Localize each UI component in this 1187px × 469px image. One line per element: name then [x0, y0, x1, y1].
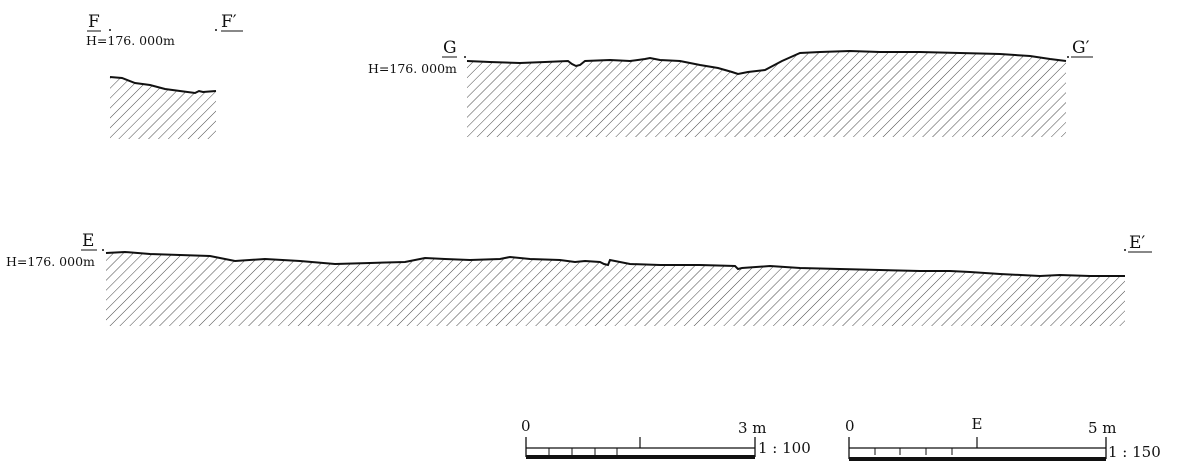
section-f-end-label: F′ — [221, 12, 237, 32]
section-f-ground-fill — [110, 77, 216, 139]
scale-bar-1-100-end-label: 3 m — [738, 419, 767, 437]
section-f-start-label: F — [88, 12, 100, 32]
section-e-start-label: E — [82, 231, 94, 251]
section-g-ground-fill — [467, 51, 1066, 137]
section-e-end-label: E′ — [1129, 233, 1145, 253]
section-g-start-label: G — [443, 38, 457, 58]
section-g: G H=176. 000m G′ — [368, 38, 1093, 137]
section-g-elevation: H=176. 000m — [368, 61, 457, 76]
scale-bar-1-150-mid-label: E — [972, 415, 983, 433]
section-f-start-point — [109, 29, 111, 31]
section-e: E H=176. 000m E′ — [6, 231, 1152, 326]
section-g-end-point — [1067, 56, 1069, 58]
section-f-elevation: H=176. 000m — [86, 33, 175, 48]
scale-bar-1-100-bar — [526, 455, 755, 459]
section-g-ground-line — [466, 49, 1067, 76]
section-f-ground-line — [109, 76, 217, 95]
scale-bar-1-150-start-label: 0 — [845, 417, 855, 435]
section-e-end-point — [1124, 249, 1126, 251]
scale-bar-1-100-ratio: 1 : 100 — [758, 439, 811, 457]
section-e-ground-line — [105, 250, 1125, 278]
section-f: F H=176. 000m F′ — [86, 12, 243, 139]
section-f-end-point — [215, 29, 217, 31]
scale-bar-1-150-bar — [849, 457, 1106, 461]
section-g-end-label: G′ — [1072, 38, 1090, 58]
scale-bar-1-150-end-label: 5 m — [1088, 419, 1117, 437]
scale-bar-1-150: 0 E 5 m 1 : 150 — [845, 415, 1161, 461]
section-g-start-point — [464, 56, 466, 58]
scale-bar-1-150-ratio: 1 : 150 — [1108, 443, 1161, 461]
section-e-elevation: H=176. 000m — [6, 254, 95, 269]
scale-bar-1-100: 0 3 m 1 : 100 — [521, 417, 811, 459]
scale-bar-1-100-start-label: 0 — [521, 417, 531, 435]
section-e-start-point — [102, 249, 104, 251]
section-e-ground-fill — [106, 252, 1125, 326]
